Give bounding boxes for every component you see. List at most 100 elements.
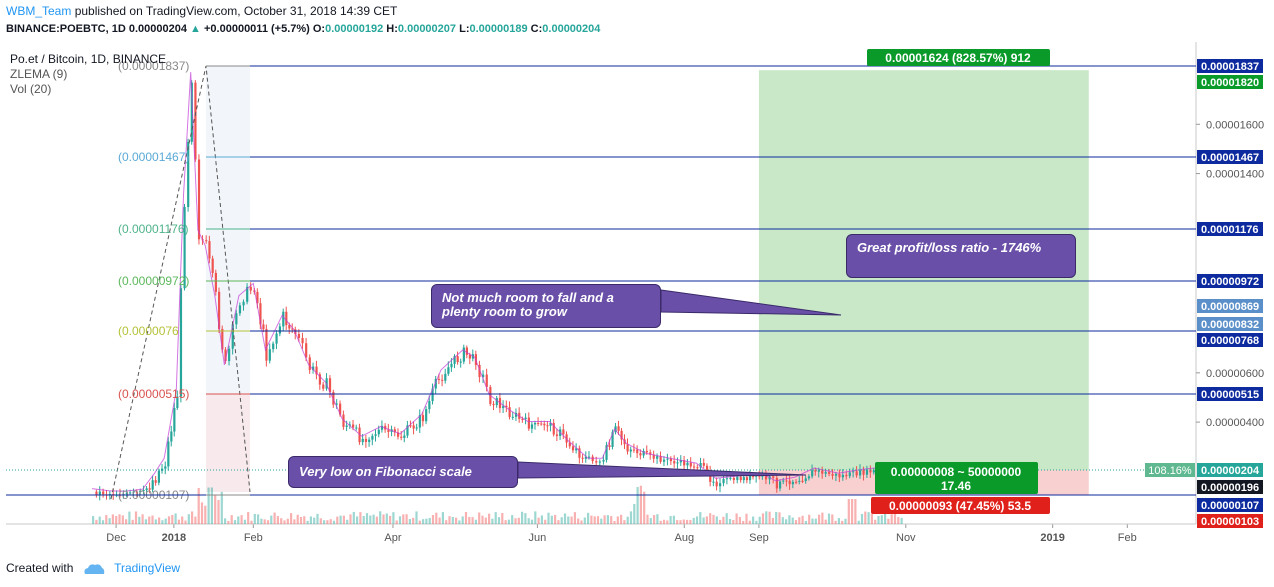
open-label: O:: [312, 23, 326, 35]
candle-body: [502, 405, 505, 409]
volume-bar: [557, 520, 560, 524]
tradingview-link[interactable]: TradingView: [114, 561, 181, 575]
candle-body: [662, 459, 666, 462]
volume-bar: [402, 514, 405, 524]
y-tick-label: 0.00001600: [1206, 119, 1264, 131]
volume-bar: [577, 518, 580, 524]
volume-bar: [643, 491, 646, 524]
candle-body: [205, 240, 208, 242]
candle-body: [308, 357, 311, 371]
note-fibonacci[interactable]: Very low on Fibonacci scale: [288, 456, 518, 488]
volume-bar: [550, 515, 553, 524]
price-tag-label: 0.00000972: [1201, 276, 1259, 288]
volume-bar: [715, 516, 718, 524]
candle-body: [602, 459, 605, 462]
y-tick-label: 0.00000400: [1206, 417, 1264, 429]
volume-bar: [623, 520, 626, 524]
candle-body: [285, 311, 288, 326]
candle-body: [639, 453, 642, 456]
volume-bar: [497, 517, 501, 524]
legend-title: Po.et / Bitcoin, 1D, BINANCE: [10, 52, 167, 66]
volume-bar: [125, 519, 128, 524]
candle-body: [135, 491, 139, 493]
position-risk-label: 17.46: [941, 479, 971, 493]
volume-bar: [616, 516, 619, 524]
volume-bar: [748, 520, 751, 524]
volume-bar: [210, 487, 213, 524]
volume-bar: [633, 503, 636, 524]
volume-bar: [422, 519, 425, 524]
volume-bar: [831, 514, 834, 524]
volume-bar: [897, 517, 900, 524]
candle-body: [495, 398, 498, 406]
candle-body: [312, 366, 315, 371]
volume-bar: [847, 499, 850, 524]
price-tag: [1197, 299, 1263, 313]
candle-body: [568, 442, 571, 447]
volume-bar: [431, 515, 435, 524]
volume-bar: [101, 520, 105, 524]
volume-bar: [154, 519, 157, 524]
volume-bar: [379, 511, 382, 524]
volume-bar: [283, 520, 286, 524]
x-tick-label: Feb: [244, 532, 263, 544]
last-price: 0.00000204: [128, 23, 187, 35]
volume-bar: [481, 515, 484, 524]
candle-body: [371, 435, 374, 440]
candle-body: [262, 324, 265, 330]
price-tag-label: 0.00000768: [1201, 335, 1259, 347]
candle-body: [605, 445, 608, 460]
volume-bar: [596, 516, 600, 524]
candle-body: [659, 456, 662, 462]
candle-body: [148, 488, 151, 490]
stop-label: 0.00000093 (47.45%) 53.5: [889, 499, 1031, 513]
volume-bar: [778, 512, 781, 524]
volume-bar: [214, 495, 217, 524]
volume-bar: [738, 517, 741, 524]
volume-bar: [451, 516, 454, 524]
candle-body: [872, 470, 875, 473]
candle-body: [855, 471, 858, 476]
volume-bar: [405, 514, 408, 524]
volume-bar: [326, 520, 329, 524]
chart-area[interactable]: Dec 2018 Feb Apr Jun Aug Sep Nov 2019 Feb 0.000016…: [6, 42, 1268, 552]
volume-bar: [455, 517, 458, 524]
volume-bar: [857, 520, 860, 524]
candle-body: [428, 401, 431, 410]
volume-bar: [375, 516, 378, 524]
author-link[interactable]: WBM_Team: [6, 4, 72, 18]
volume-bar: [200, 502, 204, 524]
candle-body: [722, 479, 725, 484]
candle-body: [246, 286, 249, 302]
volume-bar: [530, 519, 534, 524]
close-value: 0.00000204: [542, 23, 601, 35]
volume-bar: [841, 520, 844, 524]
volume-bar: [233, 520, 237, 524]
candle-body: [828, 472, 831, 474]
created-with-label: Created with: [6, 561, 74, 575]
volume-bar: [821, 512, 824, 524]
candle-body: [543, 423, 546, 426]
volume-bar: [270, 515, 273, 524]
volume-bar: [445, 520, 448, 524]
candle-body: [418, 415, 421, 428]
note-room-to-grow[interactable]: Not much room to fall and a plenty room …: [431, 284, 661, 328]
volume-bar: [699, 512, 702, 524]
candle-body: [125, 492, 128, 494]
volume-bar: [204, 505, 207, 524]
volume-bar: [151, 515, 154, 524]
candle-body: [194, 82, 197, 160]
candle-body: [587, 456, 591, 458]
candle-body: [339, 403, 342, 415]
volume-bar: [313, 517, 316, 524]
price-chart-svg[interactable]: Dec 2018 Feb Apr Jun Aug Sep Nov 2019 Feb 0.000016…: [6, 42, 1268, 552]
candle-body: [689, 462, 692, 467]
volume-bar: [629, 511, 633, 524]
volume-bar: [247, 512, 250, 524]
note-profit-loss[interactable]: Great profit/loss ratio - 1746%: [846, 234, 1076, 278]
volume-bar: [250, 520, 253, 524]
candle-body: [305, 343, 308, 358]
x-tick-label: Aug: [674, 532, 694, 544]
candle-body: [242, 301, 245, 306]
volume-bar: [600, 518, 603, 524]
